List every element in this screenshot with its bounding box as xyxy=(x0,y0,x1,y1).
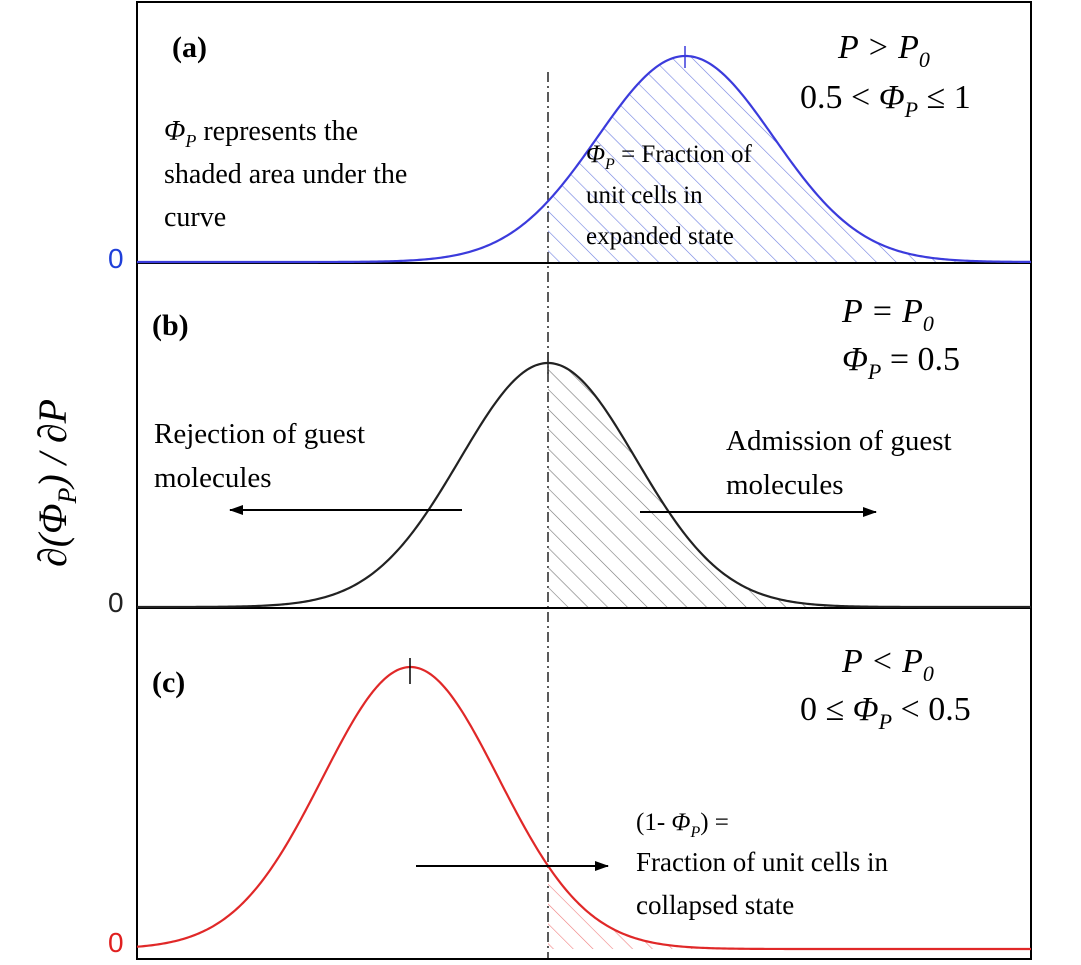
figure-frame xyxy=(136,1,1032,960)
panel-c: 0 (c) P < P0 0 ≤ ΦP < 0.5 (1- ΦP) = Frac… xyxy=(108,643,1031,958)
note-c-line2: Fraction of unit cells in xyxy=(636,847,888,877)
note-c-line3: collapsed state xyxy=(636,890,794,920)
condition-b-line1: P = P0 xyxy=(841,293,934,336)
rejection-text-line2: molecules xyxy=(154,462,272,494)
panel-label-b: (b) xyxy=(152,309,189,342)
admission-text-line2: molecules xyxy=(726,469,844,501)
shaded-area-a xyxy=(548,56,1031,262)
condition-c-line1: P < P0 xyxy=(841,643,934,686)
admission-text-line1: Admission of guest xyxy=(726,425,952,457)
note-a-line3: curve xyxy=(164,202,226,233)
panel-a: 0 (a) P > P0 0.5 < ΦP ≤ 1 ΦP represents … xyxy=(108,29,1032,274)
shaded-area-b xyxy=(548,363,1031,607)
panel-label-a: (a) xyxy=(172,31,207,64)
zero-label-b: 0 xyxy=(108,587,124,618)
zero-label-a: 0 xyxy=(108,243,124,274)
note-c-line1: (1- ΦP) = xyxy=(636,809,729,841)
y-axis-label: ∂(ΦP) / ∂P xyxy=(30,399,82,567)
inside-a-line1: ΦP = Fraction of xyxy=(586,141,752,173)
note-a-line2: shaded area under the xyxy=(164,159,407,190)
rejection-text-line1: Rejection of guest xyxy=(154,418,365,450)
condition-a-line1: P > P0 xyxy=(837,29,930,72)
shaded-area-c xyxy=(548,865,1031,949)
note-a-line1: ΦP represents the xyxy=(164,116,358,151)
distribution-curve-a xyxy=(137,54,1032,264)
inside-a-line3: expanded state xyxy=(586,223,734,250)
inside-a-line2: unit cells in xyxy=(586,182,703,209)
condition-c-line2: 0 ≤ ΦP < 0.5 xyxy=(800,691,971,734)
distribution-curve-c xyxy=(136,665,1031,951)
condition-b-line2: ΦP = 0.5 xyxy=(842,341,960,384)
panel-b: 0 (b) P = P0 ΦP = 0.5 Rejection of guest… xyxy=(108,293,1031,618)
condition-a-line2: 0.5 < ΦP ≤ 1 xyxy=(800,79,971,122)
zero-label-c: 0 xyxy=(108,927,124,958)
distribution-curve-b xyxy=(137,361,1031,609)
panel-label-c: (c) xyxy=(152,666,185,699)
